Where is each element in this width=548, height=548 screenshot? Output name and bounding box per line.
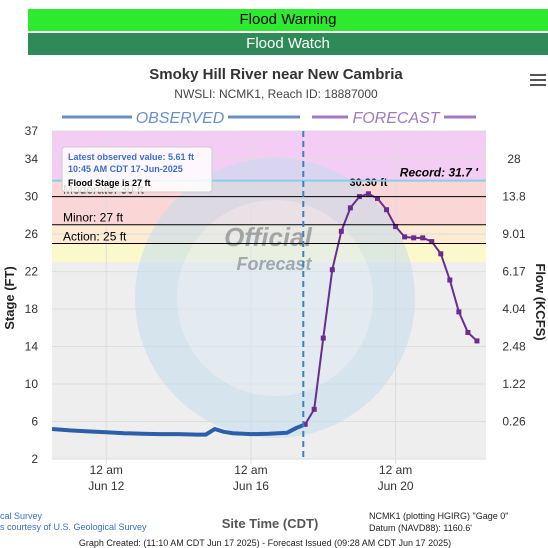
- y-tick-label: 18: [25, 302, 39, 316]
- flow-tick-label: 28: [507, 152, 521, 166]
- y-tick-label: 2: [31, 452, 38, 466]
- forecast-point: [456, 309, 462, 315]
- y-tick-label: 34: [25, 152, 39, 166]
- flow-tick-label: 4.04: [502, 302, 526, 316]
- forecast-point: [384, 207, 390, 213]
- flow-tick-label: 2.48: [502, 340, 526, 354]
- credit-left-2: s courtesy of U.S. Geological Survey: [0, 522, 147, 532]
- forecast-point: [347, 205, 353, 211]
- forecast-point: [438, 251, 444, 257]
- graph-created-note: Graph Created: (11:10 AM CDT Jun 17 2025…: [79, 538, 451, 548]
- x-tick-label: 12 am: [234, 463, 267, 477]
- y-tick-label: 14: [25, 340, 39, 354]
- flow-tick-label: 13.8: [502, 190, 526, 204]
- flood-warning-banner: Flood Warning: [28, 9, 548, 31]
- forecast-point: [338, 228, 344, 234]
- x-tick-date: Jun 16: [233, 479, 269, 493]
- y-tick-label: 30: [25, 190, 39, 204]
- legend: OBSERVED FORECAST: [62, 110, 476, 127]
- flood-label-action: Action: 25 ft: [63, 229, 127, 243]
- x-tick-label: 12 am: [379, 463, 412, 477]
- record-label: Record: 31.7 ': [400, 166, 479, 180]
- forecast-point: [375, 195, 380, 201]
- noaa-watermark: Official Forecast: [135, 158, 415, 438]
- x-tick-label: 12 am: [90, 463, 123, 477]
- forecast-point: [329, 267, 335, 273]
- flow-tick-label: 6.17: [502, 265, 526, 279]
- forecast-point: [420, 235, 426, 241]
- y-tick-label: 37: [25, 124, 39, 138]
- forecast-point: [365, 191, 371, 197]
- info-latest-value: Latest observed value: 5.61 ft: [68, 152, 194, 162]
- credit-right-2: Datum (NAVD88): 1160.6': [369, 523, 472, 533]
- info-flood-stage: Flood Stage is 27 ft: [68, 178, 151, 188]
- flood-watch-banner: Flood Watch: [28, 33, 548, 55]
- watermark-official: Official: [224, 222, 312, 252]
- y-tick-label: 6: [31, 415, 38, 429]
- x-axis-title: Site Time (CDT): [222, 516, 319, 531]
- forecast-point: [429, 239, 435, 245]
- forecast-point: [302, 421, 308, 427]
- info-latest-time: 10:45 AM CDT 17-Jun-2025: [68, 164, 183, 174]
- crest-label: 30.30 ft: [349, 177, 387, 189]
- chart-title: Smoky Hill River near New Cambria: [149, 66, 403, 83]
- observed-series-line: [51, 423, 305, 437]
- watermark-forecast: Forecast: [236, 254, 312, 274]
- forecast-point: [465, 329, 471, 335]
- flow-tick-label: 1.22: [502, 377, 526, 391]
- forecast-point: [411, 235, 417, 241]
- credit-right-1: NCMK1 (plotting HGIRG) "Gage 0": [369, 511, 508, 521]
- forecast-point: [393, 224, 399, 230]
- forecast-point: [447, 277, 453, 283]
- y-tick-label: 22: [25, 265, 39, 279]
- x-tick-date: Jun 12: [88, 479, 124, 493]
- flow-tick-label: 0.26: [502, 415, 526, 429]
- chart-subtitle: NWSLI: NCMK1, Reach ID: 18887000: [174, 87, 378, 101]
- y-axis-title: Stage (FT): [2, 266, 17, 330]
- forecast-point: [311, 406, 317, 412]
- forecast-point: [402, 234, 408, 240]
- y-tick-label: 26: [25, 227, 39, 241]
- y2-axis-title: Flow (KCFS): [533, 263, 548, 340]
- forecast-point: [320, 335, 326, 341]
- legend-forecast: FORECAST: [352, 110, 440, 127]
- info-box: Latest observed value: 5.61 ft 10:45 AM …: [61, 146, 213, 193]
- credit-left-1: cal Survey: [0, 511, 43, 521]
- menu-icon[interactable]: [530, 74, 546, 88]
- forecast-point: [474, 338, 480, 344]
- y-tick-label: 10: [25, 377, 39, 391]
- flow-tick-label: 9.01: [502, 227, 526, 241]
- legend-observed: OBSERVED: [136, 110, 225, 127]
- x-tick-date: Jun 20: [378, 479, 414, 493]
- flood-label-minor: Minor: 27 ft: [63, 211, 124, 225]
